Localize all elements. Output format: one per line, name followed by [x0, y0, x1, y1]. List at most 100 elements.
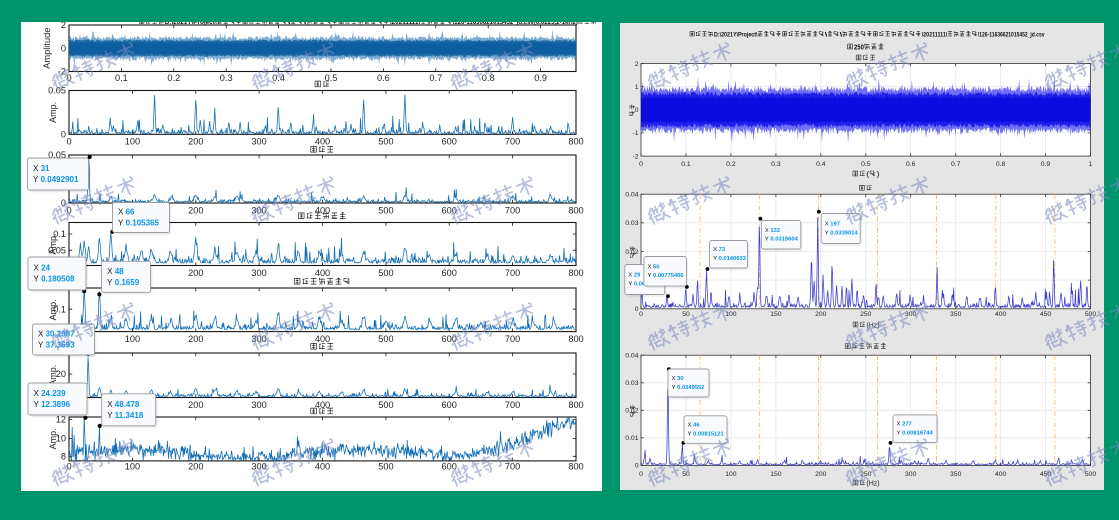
- svg-text:0.0140633: 0.0140633: [719, 256, 747, 262]
- svg-text:100: 100: [125, 461, 140, 471]
- svg-text:0.1: 0.1: [53, 304, 66, 314]
- svg-text:46: 46: [693, 423, 700, 429]
- svg-text:200: 200: [188, 205, 203, 215]
- svg-text:D:\2021Y\Project\: D:\2021Y\Project\: [165, 19, 217, 26]
- svg-text:0.02: 0.02: [625, 249, 638, 256]
- svg-text:X: X: [688, 423, 692, 429]
- svg-text:Y: Y: [34, 275, 40, 284]
- svg-text:277: 277: [902, 422, 912, 428]
- svg-text:350: 350: [950, 311, 962, 318]
- svg-text:400: 400: [315, 205, 330, 215]
- svg-text:Y: Y: [825, 230, 829, 236]
- svg-text:\126-11636621015452_jd.csv: \126-11636621015452_jd.csv: [978, 32, 1045, 39]
- svg-text:X: X: [628, 273, 632, 279]
- svg-text:): ): [876, 172, 879, 179]
- svg-text:300: 300: [251, 268, 266, 278]
- svg-text:600: 600: [442, 268, 457, 278]
- svg-text:X: X: [38, 330, 44, 339]
- svg-text:700: 700: [505, 334, 520, 344]
- svg-text:50: 50: [682, 311, 690, 318]
- svg-text:(Hz): (Hz): [866, 323, 879, 330]
- svg-text:0.3: 0.3: [771, 161, 781, 168]
- svg-text:300: 300: [251, 400, 266, 410]
- svg-text:0.03: 0.03: [625, 220, 638, 227]
- svg-text:800: 800: [568, 205, 583, 215]
- svg-text:0.5: 0.5: [861, 161, 871, 168]
- svg-text:X: X: [107, 400, 113, 409]
- svg-text:Amplitude: Amplitude: [42, 28, 52, 69]
- svg-text:0.6: 0.6: [377, 73, 390, 83]
- svg-text:0: 0: [635, 107, 639, 114]
- svg-text:100: 100: [125, 137, 140, 147]
- svg-text:200: 200: [188, 334, 203, 344]
- svg-text:\: \: [840, 32, 843, 39]
- svg-text:Amp.: Amp.: [48, 365, 58, 386]
- svg-text:0.00816744: 0.00816744: [902, 430, 933, 436]
- svg-text:150: 150: [770, 311, 782, 318]
- svg-text:20: 20: [56, 369, 66, 379]
- svg-text:0.00815121: 0.00815121: [693, 431, 724, 437]
- svg-text:600: 600: [442, 461, 457, 471]
- svg-text:Y: Y: [34, 400, 40, 409]
- svg-text:300: 300: [251, 137, 266, 147]
- svg-text:0.7: 0.7: [951, 161, 961, 168]
- svg-text:0.01: 0.01: [625, 435, 638, 442]
- svg-text:30: 30: [677, 376, 683, 382]
- svg-text:0.2: 0.2: [167, 73, 180, 83]
- svg-text:2: 2: [635, 61, 639, 68]
- svg-text:0.1: 0.1: [681, 161, 691, 168]
- svg-text:0: 0: [635, 306, 639, 313]
- svg-text:Y: Y: [38, 341, 44, 350]
- svg-text:Y: Y: [628, 281, 632, 287]
- svg-text:800: 800: [568, 137, 583, 147]
- svg-text:500: 500: [378, 268, 393, 278]
- svg-text:0.00775406: 0.00775406: [653, 273, 684, 279]
- svg-text:X: X: [648, 264, 652, 270]
- svg-text:500: 500: [378, 400, 393, 410]
- svg-text:0.8: 0.8: [482, 73, 495, 83]
- svg-text:800: 800: [568, 268, 583, 278]
- svg-text:1: 1: [635, 84, 639, 91]
- svg-text:450: 450: [1040, 311, 1052, 318]
- svg-text:8: 8: [61, 452, 66, 462]
- svg-text:X: X: [672, 376, 676, 382]
- svg-text:Amp.: Amp.: [48, 233, 58, 254]
- svg-text:400: 400: [995, 471, 1007, 478]
- svg-text:500: 500: [378, 334, 393, 344]
- svg-text:\: \: [825, 32, 828, 39]
- svg-text:0.0492901: 0.0492901: [41, 175, 79, 184]
- svg-text:200: 200: [188, 400, 203, 410]
- svg-text:250: 250: [860, 311, 872, 318]
- svg-text:50: 50: [653, 264, 659, 270]
- svg-text:150: 150: [770, 471, 782, 478]
- svg-text:700: 700: [505, 205, 520, 215]
- svg-text:Y: Y: [107, 278, 113, 287]
- svg-text:X: X: [897, 422, 901, 428]
- svg-text:1: 1: [1089, 161, 1093, 168]
- svg-text:0.4: 0.4: [272, 73, 285, 83]
- svg-text:0.8: 0.8: [996, 161, 1006, 168]
- svg-text:700: 700: [505, 400, 520, 410]
- svg-text:200: 200: [815, 471, 827, 478]
- svg-text:24: 24: [41, 264, 50, 273]
- svg-text:0.0339014: 0.0339014: [830, 230, 858, 236]
- svg-text:-2: -2: [58, 67, 66, 77]
- svg-text:200: 200: [188, 137, 203, 147]
- svg-text:0.3: 0.3: [220, 73, 233, 83]
- svg-text:Amp.: Amp.: [48, 299, 58, 320]
- svg-text:400: 400: [995, 311, 1007, 318]
- svg-text:0.04: 0.04: [625, 353, 638, 360]
- svg-text:800: 800: [568, 400, 583, 410]
- svg-text:197: 197: [830, 222, 840, 228]
- svg-text:50: 50: [682, 471, 690, 478]
- svg-text:Y: Y: [648, 273, 652, 279]
- svg-text:500: 500: [378, 461, 393, 471]
- svg-text:0.105365: 0.105365: [126, 219, 160, 228]
- svg-text:0.05: 0.05: [48, 150, 66, 160]
- svg-text:X: X: [33, 164, 39, 173]
- svg-text:0.9: 0.9: [1041, 161, 1051, 168]
- svg-text:24.239: 24.239: [41, 389, 66, 398]
- svg-text:0: 0: [66, 137, 71, 147]
- svg-text:0.02: 0.02: [625, 408, 638, 415]
- svg-text:31: 31: [41, 164, 50, 173]
